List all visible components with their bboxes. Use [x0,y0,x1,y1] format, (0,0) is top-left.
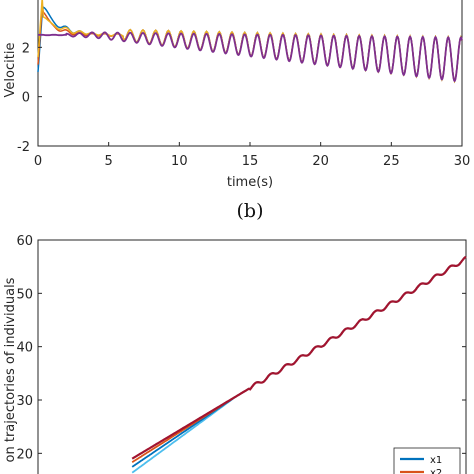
top-xtick-label: 5 [105,154,113,169]
top-xtick-label: 20 [312,154,329,169]
top-xlabel: time(s) [227,175,273,190]
legend-label-x1: x1 [430,455,442,466]
legend-box [393,447,461,474]
bottom-ytick-label: 40 [16,341,33,356]
trajectory-chart: 20 30 40 50 60 on trajectories of individual… [3,234,467,474]
subfigure-caption: (b) [237,200,264,222]
bottom-series [131,255,467,474]
top-xtick-label: 15 [242,154,259,169]
top-xtick-label: 30 [454,154,471,169]
bottom-ylabel: on trajectories of individuals [3,277,18,462]
bottom-ticks: 20 30 40 50 60 [16,234,466,462]
top-ytick-label: 2 [22,41,30,56]
top-ylabel: Velocitie [3,43,18,98]
top-xtick-label: 25 [383,154,400,169]
bottom-ytick-label: 50 [16,287,33,302]
top-xtick-label: 10 [171,154,188,169]
legend: x1 x2 [393,447,461,474]
top-xtick-label: 0 [34,154,42,169]
top-ytick-label: -2 [17,140,30,155]
bottom-series-line [131,255,467,460]
bottom-ytick-label: 30 [16,394,33,409]
velocity-chart: 0 5 10 15 20 25 30 -2 0 2 Velocitie time(s) [3,0,470,190]
bottom-ytick-label: 60 [16,234,33,249]
top-ticks: 0 5 10 15 20 25 30 -2 0 2 [17,41,470,169]
top-ytick-label: 0 [22,91,30,106]
top-series-oscillation [37,31,463,83]
legend-label-x2: x2 [430,468,442,474]
bottom-ytick-label: 20 [16,447,33,462]
top-series [37,0,463,84]
top-axes-box [37,0,463,147]
bottom-axes-box [37,239,467,474]
